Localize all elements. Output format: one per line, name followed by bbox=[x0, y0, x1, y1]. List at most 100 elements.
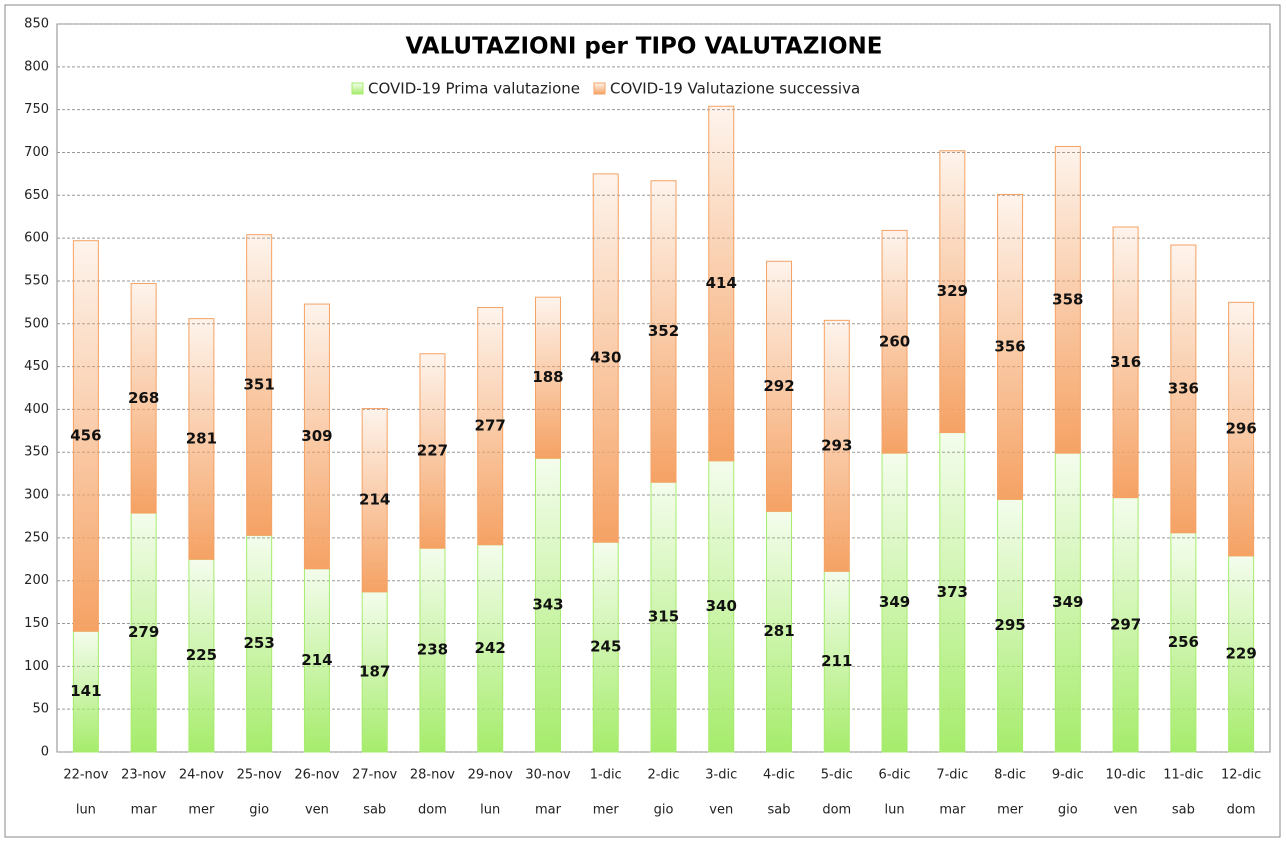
bar-segment bbox=[823, 319, 850, 572]
x-tick-label: 7-dic bbox=[936, 768, 968, 783]
bar-segment bbox=[650, 481, 677, 753]
x-weekday-label: mar bbox=[939, 803, 966, 818]
bar-segment bbox=[534, 457, 561, 753]
bar-segment bbox=[881, 229, 908, 454]
x-weekday-label: lun bbox=[76, 803, 96, 818]
bar-segment bbox=[188, 558, 215, 753]
bar-segment bbox=[881, 452, 908, 753]
data-label: 238 bbox=[417, 641, 448, 659]
y-tick-label: 650 bbox=[24, 188, 49, 203]
bar-segment bbox=[534, 296, 561, 459]
bar-segment bbox=[592, 541, 619, 753]
data-label: 295 bbox=[994, 616, 1025, 634]
data-label: 225 bbox=[186, 646, 217, 664]
x-tick-label: 30-nov bbox=[525, 768, 570, 783]
x-weekday-label: sab bbox=[363, 803, 386, 818]
data-label: 227 bbox=[417, 441, 448, 459]
legend-label: COVID-19 Valutazione successiva bbox=[610, 80, 860, 98]
x-tick-label: 5-dic bbox=[821, 768, 853, 783]
y-tick-label: 50 bbox=[32, 702, 49, 717]
bar-segment bbox=[246, 534, 273, 753]
data-label: 281 bbox=[186, 429, 217, 447]
x-weekday-label: sab bbox=[768, 803, 791, 818]
x-tick-label: 4-dic bbox=[763, 768, 795, 783]
y-tick-label: 600 bbox=[24, 231, 49, 246]
x-tick-label: 26-nov bbox=[294, 768, 339, 783]
data-label: 229 bbox=[1225, 644, 1256, 662]
data-label: 187 bbox=[359, 662, 390, 680]
legend-label: COVID-19 Prima valutazione bbox=[368, 80, 580, 98]
data-label: 356 bbox=[994, 337, 1025, 355]
data-label: 214 bbox=[359, 491, 390, 509]
data-label: 414 bbox=[706, 274, 737, 292]
bar-segment bbox=[419, 547, 446, 753]
x-weekday-label: sab bbox=[1172, 803, 1195, 818]
data-label: 340 bbox=[706, 597, 737, 615]
data-label: 316 bbox=[1110, 353, 1141, 371]
data-label: 352 bbox=[648, 322, 679, 340]
x-weekday-label: mer bbox=[188, 803, 215, 818]
chart-title: VALUTAZIONI per TIPO VALUTAZIONE bbox=[406, 34, 883, 60]
x-tick-label: 29-nov bbox=[468, 768, 513, 783]
y-tick-label: 300 bbox=[24, 488, 49, 503]
x-tick-label: 12-dic bbox=[1221, 768, 1261, 783]
x-tick-label: 22-nov bbox=[63, 768, 108, 783]
data-label: 245 bbox=[590, 638, 621, 656]
bar-segment bbox=[939, 432, 966, 753]
bar-segment bbox=[1112, 497, 1139, 753]
x-weekday-label: gio bbox=[654, 803, 674, 818]
x-weekday-label: dom bbox=[1227, 803, 1256, 818]
x-weekday-label: ven bbox=[1114, 803, 1138, 818]
x-tick-label: 10-dic bbox=[1105, 768, 1145, 783]
bar-segment bbox=[823, 570, 850, 753]
data-label: 281 bbox=[763, 622, 794, 640]
data-label: 336 bbox=[1168, 379, 1199, 397]
data-label: 343 bbox=[532, 596, 563, 614]
x-weekday-label: lun bbox=[885, 803, 905, 818]
bar-segment bbox=[361, 591, 388, 753]
data-label: 349 bbox=[1052, 593, 1083, 611]
x-tick-label: 24-nov bbox=[179, 768, 224, 783]
legend-swatch bbox=[593, 82, 606, 95]
data-label: 456 bbox=[70, 426, 101, 444]
data-label: 296 bbox=[1225, 420, 1256, 438]
bar-segment bbox=[1228, 555, 1255, 753]
x-tick-label: 11-dic bbox=[1163, 768, 1203, 783]
x-tick-label: 27-nov bbox=[352, 768, 397, 783]
x-tick-label: 25-nov bbox=[237, 768, 282, 783]
data-label: 351 bbox=[244, 376, 275, 394]
x-tick-label: 2-dic bbox=[648, 768, 680, 783]
bar-segment bbox=[997, 498, 1024, 753]
data-label: 430 bbox=[590, 349, 621, 367]
bar-segment bbox=[130, 283, 157, 514]
y-tick-label: 550 bbox=[24, 273, 49, 288]
bar-segment bbox=[303, 303, 330, 570]
bar-segment bbox=[361, 408, 388, 593]
data-label: 373 bbox=[937, 583, 968, 601]
x-tick-label: 23-nov bbox=[121, 768, 166, 783]
x-tick-label: 28-nov bbox=[410, 768, 455, 783]
data-label: 297 bbox=[1110, 615, 1141, 633]
y-tick-label: 700 bbox=[24, 145, 49, 160]
data-label: 260 bbox=[879, 332, 910, 350]
bar-segment bbox=[477, 544, 504, 753]
bar-segment bbox=[766, 510, 793, 753]
bar-segment bbox=[1170, 244, 1197, 534]
data-label: 242 bbox=[475, 639, 506, 657]
bar-segment bbox=[188, 318, 215, 560]
x-tick-label: 8-dic bbox=[994, 768, 1026, 783]
x-weekday-label: gio bbox=[1058, 803, 1078, 818]
x-tick-label: 9-dic bbox=[1052, 768, 1084, 783]
x-weekday-label: lun bbox=[480, 803, 500, 818]
data-label: 279 bbox=[128, 623, 159, 641]
data-label: 141 bbox=[70, 682, 101, 700]
bar-segment bbox=[419, 353, 446, 549]
y-tick-label: 450 bbox=[24, 359, 49, 374]
data-label: 277 bbox=[475, 417, 506, 435]
bar-segment bbox=[592, 173, 619, 543]
y-tick-label: 250 bbox=[24, 530, 49, 545]
x-weekday-label: mar bbox=[131, 803, 158, 818]
y-tick-label: 200 bbox=[24, 573, 49, 588]
data-label: 309 bbox=[301, 427, 332, 445]
legend-swatch bbox=[351, 82, 364, 95]
